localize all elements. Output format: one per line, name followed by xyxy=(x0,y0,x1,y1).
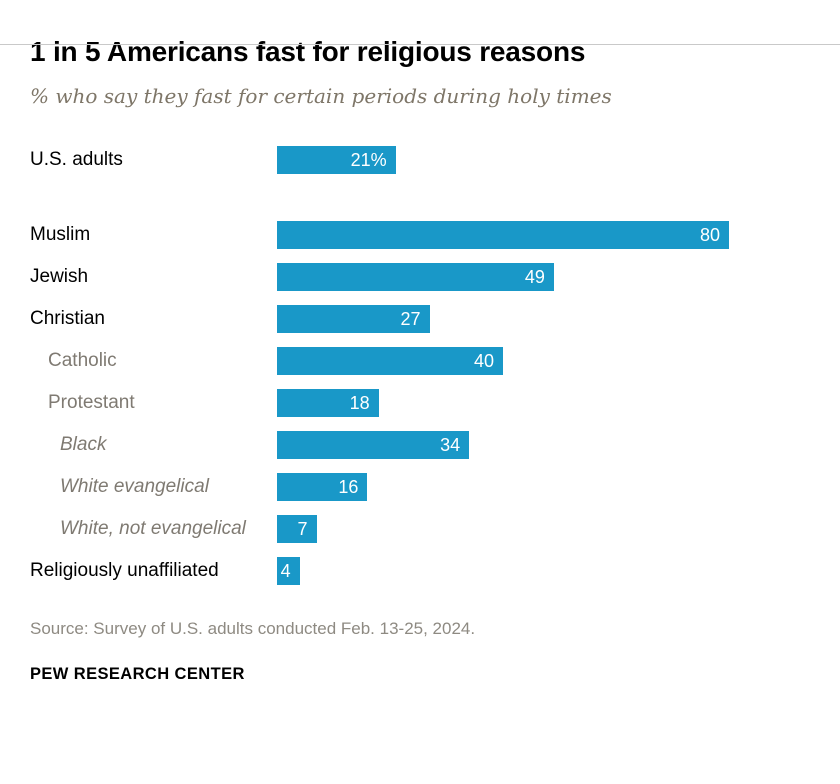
bar: 7 xyxy=(277,515,317,543)
bar-track: 40 xyxy=(277,347,729,375)
bar-row: White, not evangelical 7 xyxy=(30,515,810,543)
bar-value-label: 40 xyxy=(473,351,494,371)
source-note: Source: Survey of U.S. adults conducted … xyxy=(30,619,476,638)
bar-category-label: Religiously unaffiliated xyxy=(30,560,219,581)
bar-value-label: 80 xyxy=(699,225,720,245)
chart-card: 1 in 5 Americans fast for religious reas… xyxy=(0,36,840,684)
bar-value-label: 34 xyxy=(440,435,461,455)
bar-category-label: U.S. adults xyxy=(30,149,123,170)
bar-track: 34 xyxy=(277,431,729,459)
bar-row: U.S. adults 21% xyxy=(30,146,810,174)
bar-value-label: 21% xyxy=(350,150,387,170)
bar: 4 xyxy=(277,557,300,585)
bar: 16 xyxy=(277,473,368,501)
bar: 27 xyxy=(277,305,430,333)
brand-label: PEW RESEARCH CENTER xyxy=(30,665,245,683)
bar-value-label: 4 xyxy=(280,561,291,581)
bar-chart: U.S. adults 21% Muslim 80 Jewish 49 Christian 2… xyxy=(30,146,810,585)
bar-track: 49 xyxy=(277,263,729,291)
bar-category-label: Muslim xyxy=(30,224,91,245)
bar-row: Jewish 49 xyxy=(30,263,810,291)
bar-row: Black 34 xyxy=(30,431,810,459)
bar-track: 27 xyxy=(277,305,729,333)
bar-track: 4 xyxy=(277,557,729,585)
bar-category-label: White, not evangelical xyxy=(60,518,246,539)
bar: 80 xyxy=(277,221,729,249)
bar: 18 xyxy=(277,389,379,417)
bar-row: Catholic 40 xyxy=(30,347,810,375)
bar-value-label: 7 xyxy=(297,519,308,539)
bar-value-label: 16 xyxy=(338,477,359,497)
page-title: 1 in 5 Americans fast for religious reas… xyxy=(30,36,586,67)
bar-category-label: Catholic xyxy=(48,350,117,371)
bar: 21% xyxy=(277,146,396,174)
top-divider xyxy=(0,44,840,45)
bar-track: 80 xyxy=(277,221,729,249)
bar-row: Protestant 18 xyxy=(30,389,810,417)
chart-subtitle: % who say they fast for certain periods … xyxy=(30,84,612,108)
bar-track: 21% xyxy=(277,146,729,174)
bar-row: White evangelical 16 xyxy=(30,473,810,501)
bar-category-label: Jewish xyxy=(30,266,89,287)
bar: 49 xyxy=(277,263,554,291)
bar-value-label: 49 xyxy=(524,267,545,287)
bar-category-label: Protestant xyxy=(48,392,135,413)
bar-value-label: 18 xyxy=(349,393,370,413)
bar-track: 7 xyxy=(277,515,729,543)
bar-track: 18 xyxy=(277,389,729,417)
bar-row: Muslim 80 xyxy=(30,221,810,249)
bar-category-label: Christian xyxy=(30,308,105,329)
bar-row: Religiously unaffiliated 4 xyxy=(30,557,810,585)
bar-category-label: White evangelical xyxy=(60,476,209,497)
bar-row: Christian 27 xyxy=(30,305,810,333)
bar: 40 xyxy=(277,347,503,375)
bar: 34 xyxy=(277,431,470,459)
bar-value-label: 27 xyxy=(400,309,421,329)
bar-category-label: Black xyxy=(60,434,107,455)
bar-track: 16 xyxy=(277,473,729,501)
